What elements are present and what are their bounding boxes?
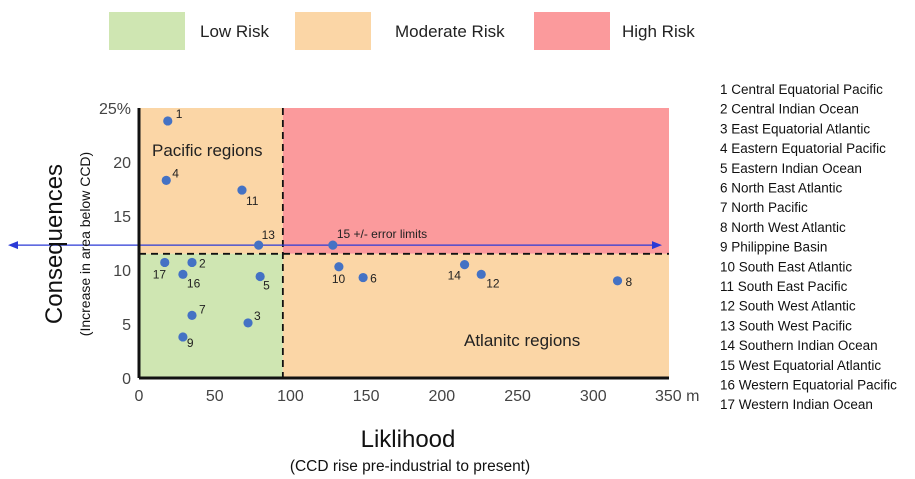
data-point-label-14: 14 <box>448 269 462 283</box>
x-tick-label: 300 <box>580 388 607 405</box>
key-list-item: 10 South East Atlantic <box>720 259 852 274</box>
legend-swatch-0 <box>109 12 185 50</box>
data-point-14 <box>459 260 470 270</box>
data-point-label-7: 7 <box>199 302 206 316</box>
key-list-item: 6 North East Atlantic <box>720 181 843 196</box>
data-point-13 <box>254 240 264 250</box>
data-point-label-5: 5 <box>263 278 270 292</box>
key-list-item: 17 Western Indian Ocean <box>720 397 873 412</box>
key-list-item: 5 Eastern Indian Ocean <box>720 161 862 176</box>
region-key-list: 1 Central Equatorial Pacific 2 Central In… <box>720 82 897 412</box>
data-point-label-4: 4 <box>172 166 179 180</box>
data-point-9 <box>178 332 188 342</box>
region-top-right <box>282 108 669 254</box>
data-point-label-16: 16 <box>187 276 201 290</box>
x-tick-label: 50 <box>206 388 224 405</box>
threshold-lines <box>139 108 669 378</box>
risk-regions <box>139 108 669 378</box>
arrow-head-right <box>652 241 662 250</box>
data-point-6 <box>358 272 368 283</box>
y-tick-label: 25% <box>99 101 131 118</box>
data-point-label-1: 1 <box>176 107 183 121</box>
region-label-atlantic: Atlanitc regions <box>464 331 580 350</box>
region-label-pacific: Pacific regions <box>152 141 263 160</box>
error-limits-label: 15 +/- error limits <box>337 227 427 241</box>
data-point-3 <box>243 318 253 328</box>
legend-label-1: Moderate Risk <box>395 22 505 41</box>
key-list-item: 16 Western Equatorial Pacific <box>720 378 897 393</box>
data-point-5 <box>255 271 265 282</box>
key-list-item: 2 Central Indian Ocean <box>720 102 859 117</box>
key-list-item: 8 North West Atlantic <box>720 220 846 235</box>
data-point-10 <box>334 262 344 272</box>
key-list-item: 13 South West Pacific <box>720 318 852 333</box>
data-point-label-6: 6 <box>370 272 377 286</box>
data-point-label-3: 3 <box>254 309 261 323</box>
data-point-4 <box>161 175 171 185</box>
x-tick-label: 0 <box>135 388 144 405</box>
legend-label-0: Low Risk <box>200 22 269 41</box>
data-point-label-2: 2 <box>199 256 206 270</box>
y-tick-label: 5 <box>122 317 131 334</box>
key-list-item: 11 South East Pacific <box>720 279 848 294</box>
data-point-11 <box>237 185 247 195</box>
y-axis-sublabel: (Increase in area below CCD) <box>77 152 93 336</box>
x-tick-label: 350 m <box>655 388 699 405</box>
data-point-1 <box>163 116 173 126</box>
y-tick-label: 15 <box>113 209 131 226</box>
y-axis-label: Consequences <box>41 164 68 324</box>
arrow-head-left <box>8 241 18 250</box>
data-point-7 <box>187 310 197 320</box>
data-point-label-10: 10 <box>332 272 346 286</box>
data-point-label-11: 11 <box>246 194 259 208</box>
key-list-item: 7 North Pacific <box>720 200 808 215</box>
y-tick-labels: 0 5 10 15 20 25% <box>99 101 131 388</box>
data-point-label-8: 8 <box>626 275 633 289</box>
legend: Low Risk Moderate Risk High Risk <box>109 12 695 50</box>
data-point-16 <box>178 269 188 279</box>
legend-swatch-2 <box>534 12 610 50</box>
legend-label-2: High Risk <box>622 22 695 41</box>
data-point-15 <box>328 240 338 250</box>
key-list-item: 4 Eastern Equatorial Pacific <box>720 141 886 156</box>
region-bottom-right <box>282 253 669 378</box>
data-point-17 <box>160 257 170 268</box>
axes <box>137 108 669 380</box>
y-tick-label: 0 <box>122 371 131 388</box>
legend-swatch-1 <box>295 12 371 50</box>
y-tick-label: 10 <box>113 263 131 280</box>
key-list-item: 15 West Equatorial Atlantic <box>720 358 881 373</box>
key-list-item: 1 Central Equatorial Pacific <box>720 82 883 97</box>
key-list-item: 14 Southern Indian Ocean <box>720 338 878 353</box>
x-tick-label: 100 <box>277 388 304 405</box>
data-point-2 <box>187 257 197 268</box>
x-axis-label: Liklihood <box>361 426 456 453</box>
data-point-label-17: 17 <box>153 267 167 281</box>
key-list-item: 9 Philippine Basin <box>720 240 827 255</box>
data-point-label-9: 9 <box>187 336 194 350</box>
data-point-8 <box>612 276 623 286</box>
x-axis-sublabel: (CCD rise pre-industrial to present) <box>290 458 530 475</box>
key-list-item: 3 East Equatorial Atlantic <box>720 121 870 136</box>
x-tick-label: 200 <box>429 388 456 405</box>
data-point-label-13: 13 <box>262 228 276 242</box>
x-tick-labels: 0 50 100 150 200 250 300 350 m <box>135 388 700 405</box>
data-point-label-12: 12 <box>486 276 500 290</box>
x-tick-label: 150 <box>353 388 380 405</box>
data-point-12 <box>476 269 486 279</box>
key-list-item: 12 South West Atlantic <box>720 299 856 314</box>
x-tick-label: 250 <box>504 388 531 405</box>
y-tick-label: 20 <box>113 155 131 172</box>
